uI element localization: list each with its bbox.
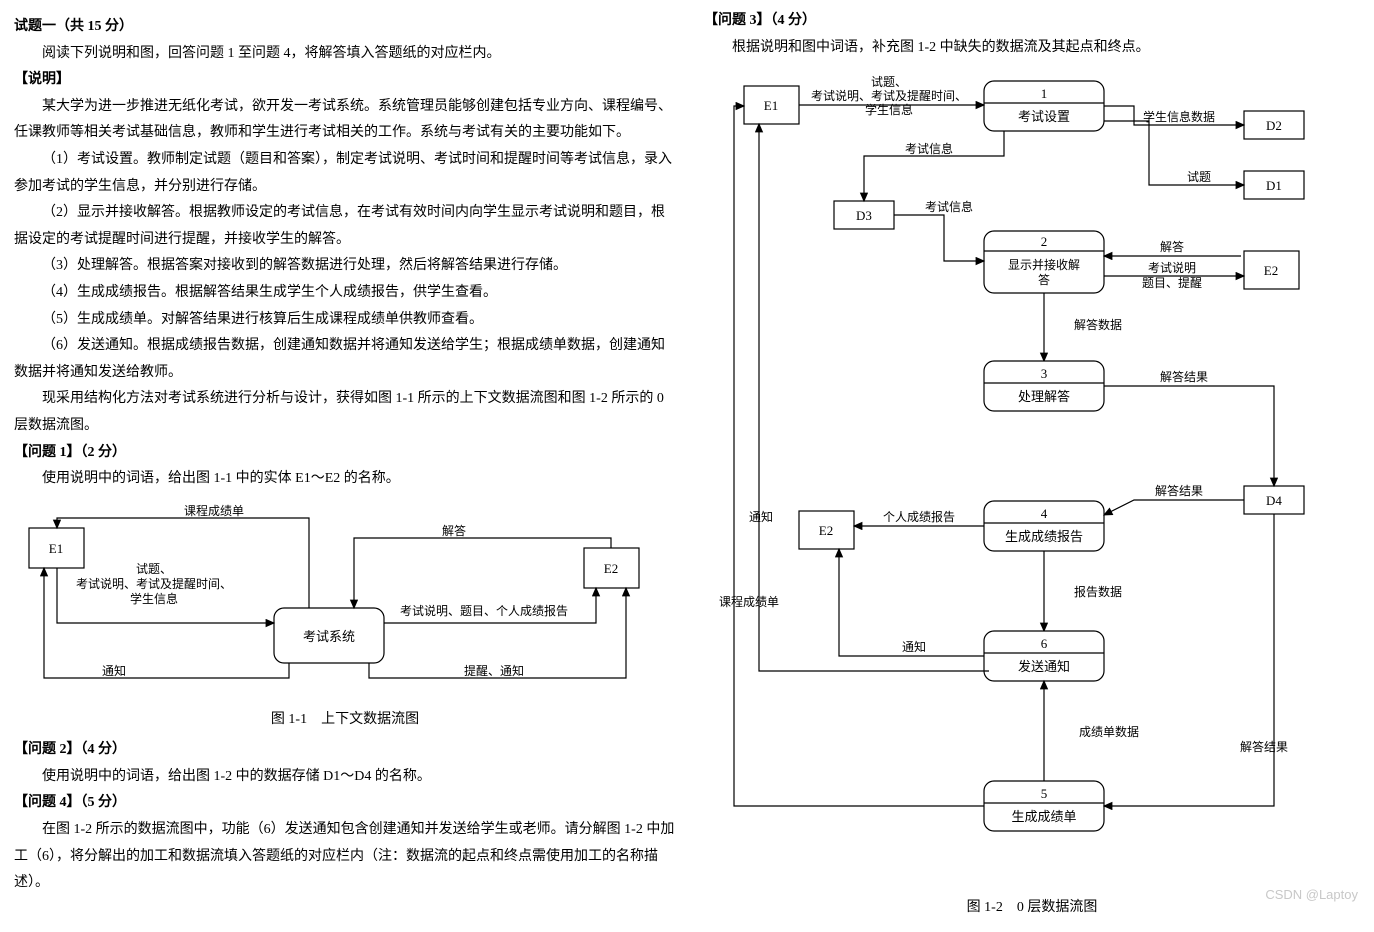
q3-heading: 【问题 3】（4 分） — [704, 8, 1360, 35]
lbl-e2b: E2 — [819, 523, 833, 538]
l-p1d1: 试题 — [1187, 169, 1211, 184]
flow-d3-p2 — [894, 215, 984, 261]
l-p4p6: 报告数据 — [1074, 584, 1122, 599]
l-d3p2: 考试信息 — [925, 199, 973, 214]
label-sys: 考试系统 — [303, 629, 355, 644]
l-p2p3: 解答数据 — [1074, 317, 1122, 332]
q2-text: 使用说明中的词语，给出图 1-2 中的数据存储 D1～D4 的名称。 — [14, 764, 676, 791]
flow-p3-d4 — [1104, 386, 1274, 486]
lbl-d2: D2 — [1266, 118, 1282, 133]
flow-e2-sys-top — [354, 538, 611, 608]
lbl-fin-top: 试题、 — [136, 561, 172, 576]
desc-p4: （3）处理解答。根据答案对接收到的解答数据进行处理，然后将解答结果进行存储。 — [14, 253, 676, 280]
figure-1-1: E1 E2 考试系统 课程成绩单 试题、 考试说明、考试及提醒时间、 学生信息 … — [14, 503, 676, 734]
lbl-remind: 提醒、通知 — [464, 663, 524, 678]
lbl-p4a: 4 — [1041, 506, 1048, 521]
desc-heading: 【说明】 — [14, 67, 676, 94]
desc-p1: 某大学为进一步推进无纸化考试，欲开发一考试系统。系统管理员能够创建包括专业方向、… — [14, 94, 676, 147]
label-e2: E2 — [604, 561, 618, 576]
l-e2p2: 解答 — [1160, 239, 1184, 254]
desc-p2: （1）考试设置。教师制定试题（题目和答案），制定考试说明、考试时间和提醒时间等考… — [14, 147, 676, 200]
l-p3d4: 解答结果 — [1160, 369, 1208, 384]
lbl-p1b: 考试设置 — [1018, 109, 1070, 124]
lbl-d3: D3 — [856, 208, 872, 223]
l-p4e2b: 个人成绩报告 — [883, 509, 955, 524]
exam-title: 试题一（共 15 分） — [14, 14, 676, 41]
right-column: 【问题 3】（4 分） 根据说明和图中词语，补充图 1-2 中缺失的数据流及其起… — [690, 0, 1374, 932]
l-p2e2c: 题目、提醒 — [1142, 275, 1202, 290]
lbl-right-mid: 考试说明、题目、个人成绩报告 — [400, 603, 568, 618]
flow-d4-p5 — [1104, 514, 1274, 806]
lbl-fin-mid: 考试说明、考试及提醒时间、 — [76, 576, 232, 591]
lbl-d1: D1 — [1266, 178, 1282, 193]
l1a: 试题、 — [871, 74, 907, 89]
l-p5p6: 成绩单数据 — [1079, 724, 1139, 739]
desc-p7: （6）发送通知。根据成绩报告数据，创建通知数据并将通知发送给学生；根据成绩单数据… — [14, 333, 676, 386]
l-p1d3: 考试信息 — [905, 141, 953, 156]
lbl-p6b: 发送通知 — [1018, 659, 1070, 674]
lbl-p3a: 3 — [1041, 366, 1048, 381]
desc-p3: （2）显示并接收解答。根据教师设定的考试信息，在考试有效时间内向学生显示考试说明… — [14, 200, 676, 253]
fig2-caption: 图 1-2 0 层数据流图 — [704, 895, 1360, 922]
flow-sys-e1-top — [57, 518, 309, 608]
lbl-d4: D4 — [1266, 493, 1282, 508]
lbl-e2a: E2 — [1264, 263, 1278, 278]
l1c: 学生信息 — [865, 102, 913, 117]
lbl-p3b: 处理解答 — [1018, 389, 1070, 404]
q4-text: 在图 1-2 所示的数据流图中，功能（6）发送通知包含创建通知并发送给学生或老师… — [14, 817, 676, 897]
desc-p6: （5）生成成绩单。对解答结果进行核算后生成课程成绩单供教师查看。 — [14, 307, 676, 334]
q1-text: 使用说明中的词语，给出图 1-1 中的实体 E1～E2 的名称。 — [14, 466, 676, 493]
lbl-ans: 解答 — [442, 523, 466, 538]
intro-text: 阅读下列说明和图，回答问题 1 至问题 4，将解答填入答题纸的对应栏内。 — [14, 41, 676, 68]
lbl-p5b: 生成成绩单 — [1011, 809, 1076, 824]
lbl-notify-l: 通知 — [102, 664, 126, 678]
l-d4p5: 解答结果 — [1240, 739, 1288, 754]
q2-heading: 【问题 2】（4 分） — [14, 737, 676, 764]
lbl-p2a: 2 — [1041, 234, 1048, 249]
l-p6e2b: 通知 — [902, 640, 926, 654]
watermark: CSDN @Laptoy — [1265, 887, 1358, 902]
flow-d4-p4 — [1104, 500, 1244, 515]
label-course-score: 课程成绩单 — [184, 503, 244, 518]
label-e1: E1 — [49, 541, 63, 556]
fig1-caption: 图 1-1 上下文数据流图 — [14, 707, 676, 734]
desc-p5: （4）生成成绩报告。根据解答结果生成学生个人成绩报告，供学生查看。 — [14, 280, 676, 307]
l-p2e2b: 考试说明 — [1148, 260, 1196, 275]
level0-dfd-svg: E1 1 考试设置 D2 D1 D3 试题、 考试说明、考试及提醒时间、 学生信… — [704, 71, 1354, 891]
l1b: 考试说明、考试及提醒时间、 — [811, 88, 967, 103]
lbl-p2c: 答 — [1038, 272, 1050, 287]
flow-p1-d1 — [1104, 121, 1244, 185]
q3-text: 根据说明和图中词语，补充图 1-2 中缺失的数据流及其起点和终点。 — [704, 35, 1360, 62]
context-dfd-svg: E1 E2 考试系统 课程成绩单 试题、 考试说明、考试及提醒时间、 学生信息 … — [14, 503, 674, 703]
lbl-p6a: 6 — [1041, 636, 1048, 651]
figure-1-2: E1 1 考试设置 D2 D1 D3 试题、 考试说明、考试及提醒时间、 学生信… — [704, 71, 1360, 922]
desc-p8: 现采用结构化方法对考试系统进行分析与设计，获得如图 1-1 所示的上下文数据流图… — [14, 386, 676, 439]
lbl-p5a: 5 — [1041, 786, 1048, 801]
l-d4p4: 解答结果 — [1155, 483, 1203, 498]
lbl-e1: E1 — [764, 98, 778, 113]
left-column: 试题一（共 15 分） 阅读下列说明和图，回答问题 1 至问题 4，将解答填入答… — [0, 0, 690, 932]
lbl-p1a: 1 — [1041, 86, 1048, 101]
lbl-fin-bot: 学生信息 — [130, 591, 178, 606]
l-p5e1-h: 课程成绩单 — [719, 594, 779, 609]
q4-heading: 【问题 4】（5 分） — [14, 790, 676, 817]
lbl-p2b: 显示并接收解 — [1008, 257, 1080, 272]
l-p1d2: 学生信息数据 — [1143, 109, 1215, 124]
l-p6e1: 通知 — [749, 510, 773, 524]
lbl-p4b: 生成成绩报告 — [1005, 529, 1083, 544]
q1-heading: 【问题 1】（2 分） — [14, 440, 676, 467]
